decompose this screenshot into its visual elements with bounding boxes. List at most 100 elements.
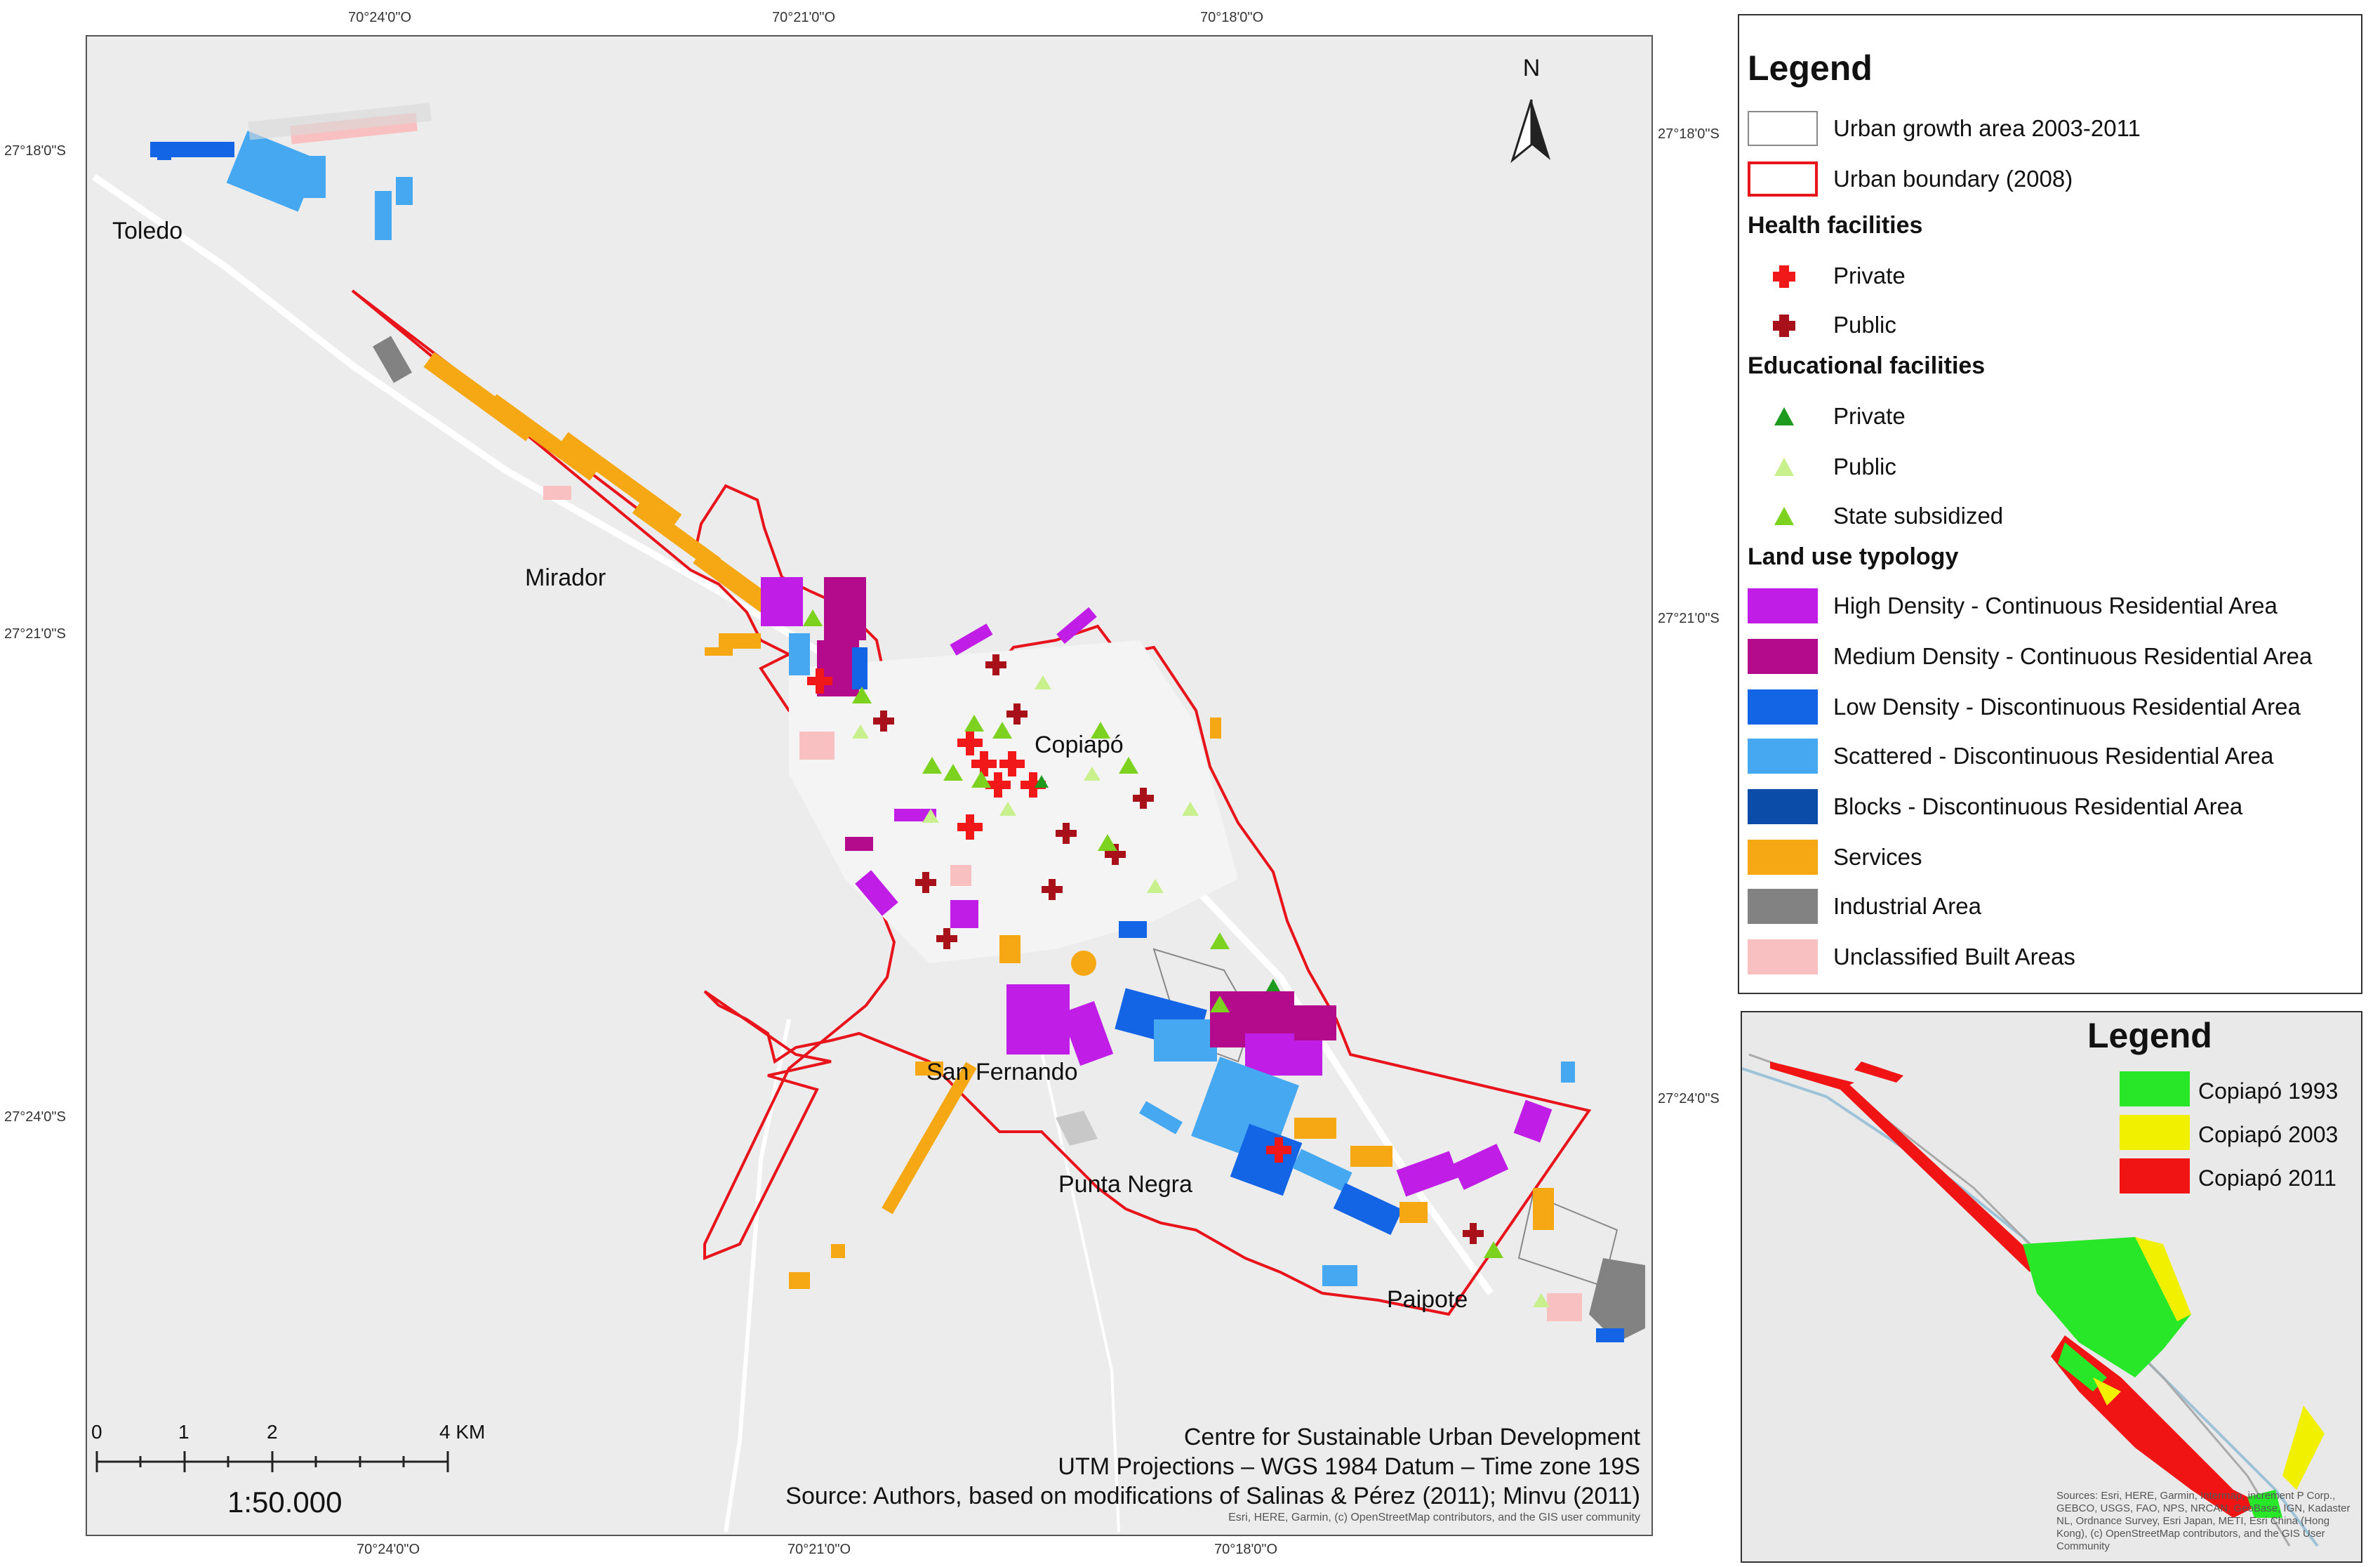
inset-map[interactable]: Legend Copiapó 1993 Copiapó 2003 Copiapó… [1741, 1011, 2362, 1563]
inset-2003-area [2093, 1377, 2121, 1406]
legend-panel: Legend Urban growth area 2003-2011 Urban… [1738, 14, 2362, 994]
credit-line-3: Source: Authors, based on modifications … [785, 1483, 1640, 1509]
swatch-medium-density [1748, 639, 1818, 674]
landuse-low-density [157, 149, 171, 160]
landuse-scattered [1154, 1019, 1217, 1062]
landuse-services [559, 432, 682, 527]
legend-title: Legend [1748, 48, 1873, 88]
landuse-high-density [950, 900, 978, 928]
landuse-high-density [1006, 984, 1070, 1054]
legend-row-health-public: Public [1739, 302, 2361, 344]
scale-tick-4: 4 KM [439, 1421, 486, 1443]
legend-label: High Density - Continuous Residential Ar… [1833, 593, 2278, 619]
legend-row-health-private: Private [1739, 253, 2361, 295]
swatch-blocks [1748, 789, 1818, 824]
coord-top-2: 70°21'0"O [772, 10, 836, 25]
place-mirador: Mirador [525, 564, 606, 591]
inset-1993-area [2247, 1490, 2282, 1518]
legend-label: State subsidized [1833, 503, 2004, 529]
scale-bar [95, 1451, 449, 1472]
map-credits: Centre for Sustainable Urban Development… [785, 1422, 1640, 1525]
landuse-high-density [1061, 1000, 1114, 1066]
landuse-services [719, 633, 761, 649]
scale-tick-1: 1 [178, 1421, 190, 1443]
landuse-medium-density [845, 837, 873, 851]
secondary-road [724, 1019, 791, 1533]
landuse-low-density [1596, 1328, 1624, 1342]
inset-credit: Sources: Esri, HERE, Garmin, Intermap, i… [2056, 1490, 2351, 1552]
landuse-scattered [375, 191, 392, 240]
landuse-scattered [396, 177, 413, 205]
landuse-airfield [248, 103, 432, 140]
landuse-unclassified [799, 732, 835, 760]
landuse-services [831, 1244, 845, 1258]
credit-line-1: Centre for Sustainable Urban Development [1183, 1424, 1640, 1450]
swatch-low-density [1748, 689, 1818, 725]
scale-ratio: 1:50.000 [227, 1486, 343, 1519]
landuse-medium-density [824, 577, 866, 640]
legend-label: Industrial Area [1833, 893, 1981, 919]
legend-row-edu-private: Private [1739, 393, 2361, 435]
cross-icon [1773, 265, 1795, 288]
legend-row-landuse-0: High Density - Continuous Residential Ar… [1739, 583, 2361, 625]
scale-tick-0: 0 [91, 1421, 102, 1443]
landuse-low-density [1333, 1182, 1403, 1236]
city-centre [789, 640, 1238, 963]
landuse-scattered [298, 156, 326, 198]
coord-bottom-1: 70°24'0"O [357, 1542, 420, 1557]
health-private-markers [807, 668, 1291, 1163]
legend-row-edu-subsidized: State subsidized [1739, 493, 2361, 535]
landuse-services [1294, 1118, 1336, 1139]
landuse-unclassified [1547, 1293, 1582, 1321]
landuse-services [1533, 1188, 1554, 1230]
legend-label: Public [1833, 454, 1896, 480]
landuse-services [915, 1062, 943, 1076]
edu-public-markers [852, 675, 1550, 1307]
triangle-icon [1774, 407, 1794, 425]
place-toledo: Toledo [112, 218, 183, 244]
legend-label: Private [1833, 403, 1906, 429]
edu-subsidized-markers [803, 609, 1503, 1258]
swatch-unclassified [1748, 939, 1818, 974]
edu-private-markers [1035, 775, 1280, 991]
landuse-low-density [1119, 921, 1147, 938]
swatch-high-density [1748, 588, 1818, 623]
legend-edu-title: Educational facilities [1748, 352, 1986, 379]
landuse-scattered [1322, 1265, 1357, 1286]
landuse-high-density [1451, 1144, 1509, 1190]
coord-bottom-3: 70°18'0"O [1214, 1542, 1278, 1557]
landuse-services [882, 1062, 977, 1215]
landuse-services [1400, 1202, 1428, 1223]
inset-2011-area [1840, 1083, 2037, 1272]
swatch-scattered [1748, 739, 1818, 774]
legend-row-landuse-6: Industrial Area [1739, 883, 2361, 925]
legend-label: Urban growth area 2003-2011 [1833, 115, 2141, 141]
landuse-scattered [1292, 1149, 1352, 1192]
inset-1993-area [2023, 1237, 2191, 1377]
legend-row-landuse-3: Scattered - Discontinuous Residential Ar… [1739, 733, 2361, 775]
legend-row-landuse-1: Medium Density - Continuous Residential … [1739, 633, 2361, 675]
cross-icon [1773, 315, 1795, 337]
legend-row-growth: Urban growth area 2003-2011 [1739, 105, 2361, 147]
coord-top-3: 70°18'0"O [1200, 10, 1264, 25]
landuse-services [1350, 1146, 1392, 1167]
scale-tick-2: 2 [267, 1421, 278, 1443]
landuse-high-density [950, 623, 993, 656]
local-road [1033, 1019, 1120, 1533]
legend-row-landuse-4: Blocks - Discontinuous Residential Area [1739, 784, 2361, 826]
landuse-services [999, 935, 1021, 963]
legend-row-landuse-5: Services [1739, 834, 2361, 876]
landuse-high-density [1513, 1099, 1553, 1143]
landuse-high-density [855, 870, 898, 916]
main-map[interactable]: N Toledo Mirador Copiapó San Fernando Pu… [86, 35, 1653, 1536]
map-canvas [92, 99, 1645, 1533]
legend-label: Urban boundary (2008) [1833, 166, 2073, 192]
swatch-2003 [2120, 1115, 2190, 1150]
legend-label: Medium Density - Continuous Residential … [1833, 643, 2313, 669]
landuse-services [632, 500, 722, 571]
legend-landuse-title: Land use typology [1748, 543, 1959, 570]
legend-label: Unclassified Built Areas [1833, 944, 2075, 970]
legend-label: Public [1833, 312, 1896, 338]
landuse-medium-density [1294, 1005, 1336, 1040]
landuse-services [1210, 718, 1221, 739]
